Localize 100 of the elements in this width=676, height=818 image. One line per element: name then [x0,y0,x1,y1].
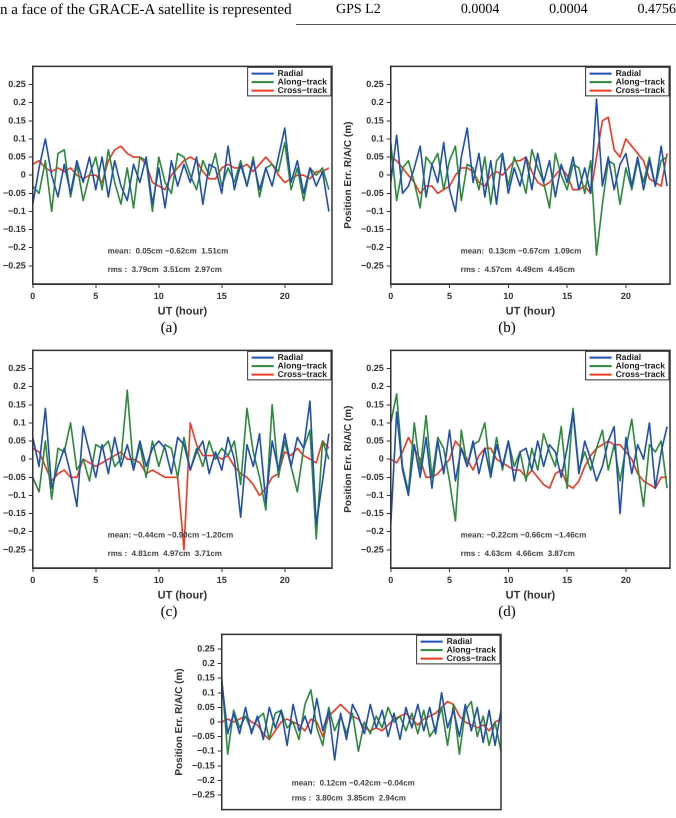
y-tick-label: 0.25 [197,643,215,654]
y-tick-label: 0.05 [8,436,26,446]
y-tick-label: 0.05 [197,702,215,712]
x-tick-label: 10 [154,290,164,301]
text: (d) [497,604,517,622]
y-tick-label: 0.1 [371,133,384,144]
x-tick-label: 15 [562,290,572,301]
y-tick-label: −0.2 [196,774,215,785]
legend-label: Along−track [278,76,328,86]
y-tick-label: −0.25 [360,544,384,554]
annotation: mean: 0.05cm −0.62cm 1.51cm [108,246,228,256]
y-tick-label: −0.25 [2,260,26,270]
y-tick-label: 0.2 [202,658,215,668]
annotation: mean: 0.12cm −0.42cm −0.04cm [292,778,415,788]
legend-label: Radial [446,636,472,646]
annotation: rms : 3.79cm 3.51cm 2.97cm [108,265,222,274]
y-tick-label: 0 [20,170,26,180]
y-tick-label: −0.05 [360,472,384,482]
x-tick-label: 0 [388,290,394,301]
y-tick-label: −0.05 [2,188,26,198]
y-tick-label: −0.05 [360,188,384,198]
x-tick-label: 15 [216,574,227,585]
y-tick-label: −0.1 [196,746,215,756]
y-axis-title: Position Err. R/A/C (m) [342,122,354,229]
x-axis-title: UT (hour) [158,305,208,318]
y-tick-label: 0.2 [371,381,384,392]
y-tick-label: 0.1 [13,133,26,144]
text: 0.4756 [636,2,676,19]
y-tick-label: 0.2 [13,97,26,108]
y-tick-label: −0.05 [192,731,215,742]
y-tick-label: −0.15 [192,760,215,770]
annotation: rms : 4.63cm 4.66cm 3.87cm [460,549,575,558]
y-tick-label: 0.15 [366,399,384,410]
y-tick-label: 0.25 [8,79,26,90]
x-tick-label: 10 [154,574,164,585]
x-tick-label: 5 [93,290,98,301]
y-tick-label: 0 [20,454,26,464]
y-tick-label: 0.1 [371,417,384,428]
y-tick-label: 0 [210,716,215,726]
annotation: mean: 0.13cm −0.67cm 1.09cm [460,246,582,256]
x-axis-title: UT (hour) [158,589,208,602]
text: (c) [160,604,178,622]
y-tick-label: 0.25 [366,79,384,90]
y-tick-label: 0.1 [13,417,26,428]
y-tick-label: −0.25 [360,260,384,270]
annotation: rms : 4.57cm 4.49cm 4.45cm [460,265,575,274]
y-tick-label: −0.15 [360,508,384,518]
legend-label: Radial [278,352,304,362]
y-tick-label: 0.1 [202,687,215,698]
x-tick-label: 15 [216,290,227,301]
annotation: mean: −0.22cm −0.66cm −1.46cm [460,530,586,540]
y-tick-label: 0.15 [8,115,26,126]
legend-label: Along−track [616,360,666,370]
x-tick-label: 5 [447,574,452,585]
y-tick-label: −0.25 [192,789,215,800]
y-tick-label: 0.05 [366,436,384,446]
y-tick-label: −0.25 [2,544,26,554]
x-tick-label: 10 [503,290,514,301]
y-tick-label: 0.15 [197,672,215,683]
y-axis-title: Position Err. R/A/C (m) [342,406,354,513]
x-tick-label: 5 [93,574,98,585]
text: (a) [160,320,178,338]
x-tick-label: 10 [503,574,514,585]
y-tick-label: −0.05 [2,472,26,482]
annotation: rms : 4.81cm 4.97cm 3.71cm [108,549,222,558]
y-axis-title: Position Err. R/A/C (m) [174,668,185,776]
x-tick-label: 0 [30,574,36,585]
legend-label: Radial [278,68,304,78]
x-tick-label: 0 [30,290,36,301]
y-tick-label: 0.15 [366,115,384,126]
y-tick-label: 0.05 [8,152,26,162]
x-tick-label: 15 [562,574,572,585]
y-tick-label: 0 [378,454,384,464]
text: GPS L2 [336,2,382,19]
y-tick-label: −0.2 [366,526,384,536]
y-tick-label: −0.1 [366,490,384,500]
y-tick-label: −0.1 [8,490,26,500]
x-tick-label: 20 [280,574,290,585]
x-tick-label: 5 [447,290,452,301]
y-tick-label: −0.15 [360,224,384,234]
y-tick-label: −0.2 [8,526,26,536]
y-tick-label: −0.2 [8,242,26,252]
legend-label: Along−track [446,644,496,654]
legend-label: Along−track [616,76,666,86]
y-tick-label: 0.2 [371,97,384,108]
x-axis-title: UT (hour) [506,305,556,318]
text: 0.0004 [460,2,500,19]
y-tick-label: 0.2 [13,381,26,392]
y-tick-label: −0.15 [2,508,26,518]
x-axis-title: UT (hour) [506,589,556,602]
y-tick-label: 0.05 [366,152,384,162]
y-tick-label: 0.25 [366,363,384,374]
legend-label: Radial [616,68,642,78]
y-tick-label: 0.25 [8,363,26,374]
x-tick-label: 0 [388,574,394,585]
x-tick-label: 20 [620,574,631,585]
y-tick-label: −0.15 [2,224,26,234]
text: (b) [497,320,517,338]
legend-label: Radial [616,352,642,362]
y-tick-label: 0.15 [8,399,26,410]
